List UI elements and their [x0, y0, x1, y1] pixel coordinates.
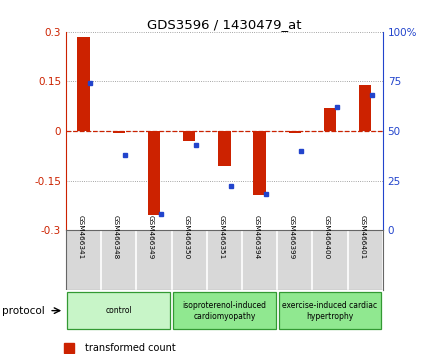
Text: protocol: protocol	[2, 306, 45, 316]
Text: GSM466350: GSM466350	[183, 215, 189, 259]
Text: GSM466348: GSM466348	[113, 215, 119, 259]
Text: control: control	[106, 306, 132, 315]
Title: GDS3596 / 1430479_at: GDS3596 / 1430479_at	[147, 18, 302, 31]
Text: GSM466401: GSM466401	[359, 215, 365, 259]
Text: exercise-induced cardiac
hypertrophy: exercise-induced cardiac hypertrophy	[282, 301, 378, 321]
Bar	[289, 131, 301, 133]
FancyBboxPatch shape	[173, 292, 276, 329]
Text: GSM466341: GSM466341	[77, 215, 84, 259]
Bar	[218, 131, 231, 166]
FancyBboxPatch shape	[67, 292, 170, 329]
Text: GSM466351: GSM466351	[218, 215, 224, 259]
Text: isoproterenol-induced
cardiomyopathy: isoproterenol-induced cardiomyopathy	[183, 301, 266, 321]
Text: transformed count: transformed count	[85, 343, 176, 353]
Bar	[359, 85, 371, 131]
Bar	[324, 108, 336, 131]
Bar	[77, 37, 90, 131]
Bar	[148, 131, 160, 215]
Bar	[253, 131, 266, 195]
FancyBboxPatch shape	[279, 292, 381, 329]
Bar	[183, 131, 195, 141]
Bar	[113, 131, 125, 133]
Text: GSM466349: GSM466349	[148, 215, 154, 259]
Text: GSM466394: GSM466394	[253, 215, 260, 259]
Text: GSM466399: GSM466399	[289, 215, 295, 259]
Text: GSM466400: GSM466400	[324, 215, 330, 259]
